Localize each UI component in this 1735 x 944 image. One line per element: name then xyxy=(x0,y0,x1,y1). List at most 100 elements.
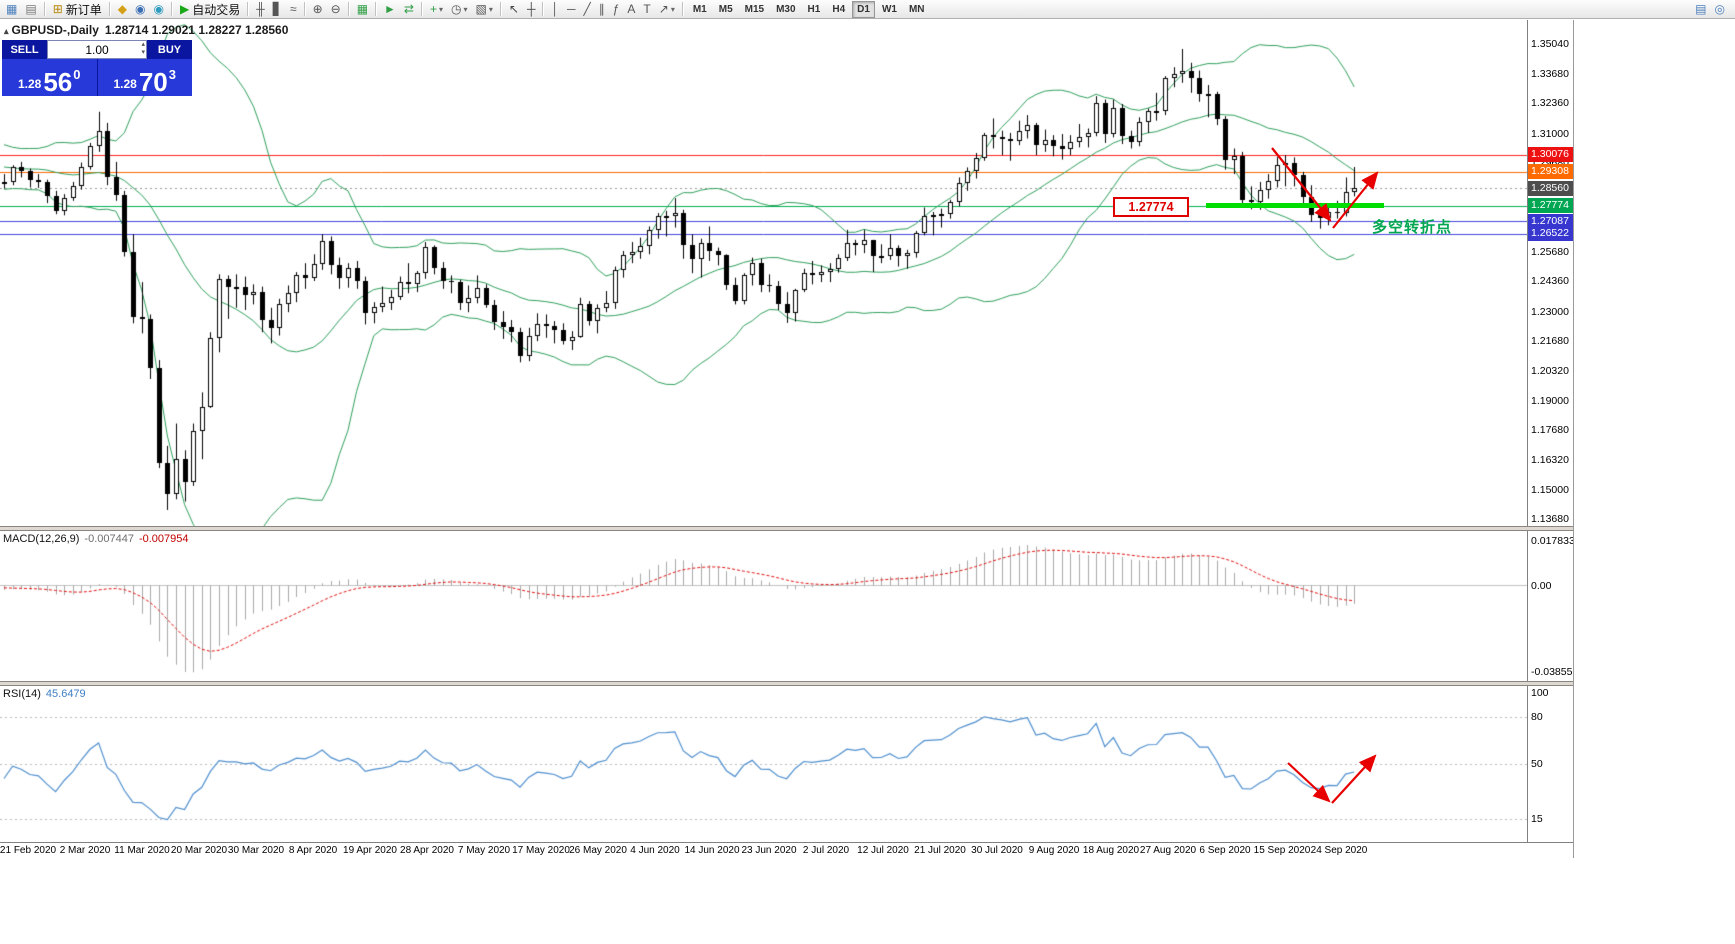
zoom-out-icon[interactable]: ⊖ xyxy=(328,1,344,18)
macd-canvas[interactable] xyxy=(0,531,1527,681)
crosshair-icon[interactable]: ┼ xyxy=(524,1,539,18)
arrows-icon-dropdown[interactable]: ▾ xyxy=(670,4,675,14)
price-level-badge: 1.30076 xyxy=(1528,147,1573,163)
timeframe-mn[interactable]: MN xyxy=(908,3,925,15)
profiles-icon: ▤ xyxy=(25,2,37,16)
macd-main-value: -0.007447 xyxy=(84,533,134,545)
new-order-button: ⊞ xyxy=(52,2,63,16)
date-label: 26 May 2020 xyxy=(569,845,627,856)
autotrading-button[interactable]: ▶ 自动交易 xyxy=(179,2,241,17)
timeframe-m30[interactable]: M30 xyxy=(776,3,796,15)
market-icon[interactable]: ◉ xyxy=(150,1,166,18)
rsi-canvas[interactable] xyxy=(0,686,1527,842)
arrows-icon[interactable]: ↗ ▾ xyxy=(656,1,678,18)
sell-button[interactable]: SELL xyxy=(2,40,47,59)
volume-down-icon[interactable]: ▾ xyxy=(141,49,145,56)
cursor-icon: ↖ xyxy=(508,2,519,16)
tile-windows-icon[interactable]: ▦ xyxy=(354,1,371,18)
panel-splitter[interactable] xyxy=(0,526,1573,531)
one-click-collapse-icon[interactable]: ▴ xyxy=(4,26,9,36)
equidistant-channel-icon[interactable]: ∥ xyxy=(596,1,608,18)
candlestick-chart-icon: ▋ xyxy=(272,2,282,16)
price-scale-label: 1.31000 xyxy=(1531,127,1569,140)
horizontal-line-icon: ─ xyxy=(566,2,576,16)
date-label: 30 Jul 2020 xyxy=(971,845,1023,856)
price-level-badge: 1.29308 xyxy=(1528,164,1573,180)
fibonacci-icon[interactable]: ƒ xyxy=(610,1,623,18)
macd-signal-value: -0.007954 xyxy=(138,533,189,545)
price-scale-label: 1.25680 xyxy=(1531,246,1569,258)
price-level-badge: 1.27774 xyxy=(1528,198,1573,214)
indicators-icon[interactable]: + ▾ xyxy=(427,1,446,18)
buy-price-button[interactable]: 1.28 70 3 xyxy=(97,59,192,96)
timeframe-m5[interactable]: M5 xyxy=(718,3,733,15)
timeframe-w1[interactable]: W1 xyxy=(881,3,897,15)
price-scale[interactable]: 1.35040 1.33680 1.32360 1.31000 1.29680 1.256… xyxy=(1527,20,1573,842)
templates-icon-dropdown[interactable]: ▾ xyxy=(488,4,493,14)
timeframe-d1[interactable]: D1 xyxy=(852,0,875,18)
timeframe-m15[interactable]: M15 xyxy=(744,3,765,15)
toolbar-separator xyxy=(108,2,111,16)
text-icon[interactable]: A xyxy=(624,1,638,18)
toolbar-separator xyxy=(542,2,545,16)
profiles-icon[interactable]: ▤ xyxy=(22,1,39,18)
text-label-icon[interactable]: T xyxy=(640,1,653,18)
date-label: 21 Feb 2020 xyxy=(0,845,57,856)
macd-scale-min: -0.038559 xyxy=(1531,666,1574,678)
price-scale-label: 1.32360 xyxy=(1531,97,1569,110)
zoom-out-icon: ⊖ xyxy=(330,2,341,16)
price-scale-label: 1.19000 xyxy=(1531,394,1569,407)
time-axis[interactable]: 21 Feb 2020 2 Mar 2020 11 Mar 2020 20 Mar 2… xyxy=(0,842,1573,858)
zoom-in-icon[interactable]: ⊕ xyxy=(310,1,326,18)
price-scale-label: 1.21680 xyxy=(1531,335,1569,348)
mql5-community-icon[interactable]: ◉ xyxy=(132,1,148,18)
price-level-badge: 1.27087 xyxy=(1528,213,1573,229)
chart-list-icon[interactable]: ▤ xyxy=(1695,2,1707,16)
toolbar-separator xyxy=(420,2,423,16)
toolbar-separator xyxy=(303,2,306,16)
main-chart-canvas[interactable] xyxy=(0,20,1527,526)
volume-value[interactable]: 1.00 xyxy=(85,42,109,57)
price-level-badge: 1.26522 xyxy=(1528,226,1573,242)
timeframe-h1[interactable]: H1 xyxy=(807,3,821,15)
cursor-icon[interactable]: ↖ xyxy=(506,1,522,18)
expert-advisors-icon[interactable]: ◆ xyxy=(115,1,130,18)
toolbar-separator xyxy=(681,2,684,16)
rsi-scale-label: 50 xyxy=(1531,758,1543,770)
timeframe-h4[interactable]: H4 xyxy=(832,3,846,15)
date-label: 27 Aug 2020 xyxy=(1139,845,1197,856)
templates-icon[interactable]: ▧ ▾ xyxy=(473,1,496,18)
date-label: 28 Apr 2020 xyxy=(400,845,454,856)
price-scale-label: 1.23000 xyxy=(1531,305,1569,318)
auto-scroll-icon: ► xyxy=(384,2,396,16)
volume-input[interactable]: 1.00 ▴ ▾ xyxy=(47,40,147,59)
trendline-icon[interactable]: ╱ xyxy=(580,1,593,18)
horizontal-line-icon[interactable]: ─ xyxy=(564,1,579,18)
vertical-line-icon[interactable]: │ xyxy=(548,1,562,18)
candlestick-chart-icon[interactable]: ▋ xyxy=(270,1,285,18)
bar-chart-icon: ╫ xyxy=(256,2,265,16)
periods-icon-dropdown[interactable]: ▾ xyxy=(463,4,468,14)
timeframe-m1[interactable]: M1 xyxy=(692,3,707,15)
bar-chart-icon[interactable]: ╫ xyxy=(253,1,268,18)
line-chart-icon[interactable]: ≈ xyxy=(287,1,300,18)
auto-scroll-icon[interactable]: ► xyxy=(381,1,399,18)
volume-up-icon[interactable]: ▴ xyxy=(141,41,145,48)
line-chart-icon: ≈ xyxy=(289,2,297,16)
indicators-icon-dropdown[interactable]: ▾ xyxy=(439,4,444,14)
sell-price-button[interactable]: 1.28 56 0 xyxy=(2,59,97,96)
toolbar-separator xyxy=(247,2,250,16)
periods-icon[interactable]: ◷ ▾ xyxy=(448,1,471,18)
buy-button[interactable]: BUY xyxy=(147,40,192,59)
new-chart-icon[interactable]: ▦ xyxy=(3,1,20,18)
date-label: 19 Apr 2020 xyxy=(343,845,397,856)
search-icon[interactable]: ◎ xyxy=(1714,2,1725,16)
price-scale-label: 1.15000 xyxy=(1531,483,1569,496)
macd-panel: MACD(12,26,9) -0.007447 -0.007954 xyxy=(0,531,1527,681)
macd-label: MACD(12,26,9) -0.007447 -0.007954 xyxy=(3,533,189,545)
new-order-button[interactable]: ⊞ 新订单 xyxy=(52,2,102,17)
equidistant-channel-icon: ∥ xyxy=(598,2,605,16)
panel-splitter-2[interactable] xyxy=(0,681,1573,686)
price-scale-label: 1.24360 xyxy=(1531,275,1569,288)
chart-shift-icon[interactable]: ⇄ xyxy=(401,1,417,18)
